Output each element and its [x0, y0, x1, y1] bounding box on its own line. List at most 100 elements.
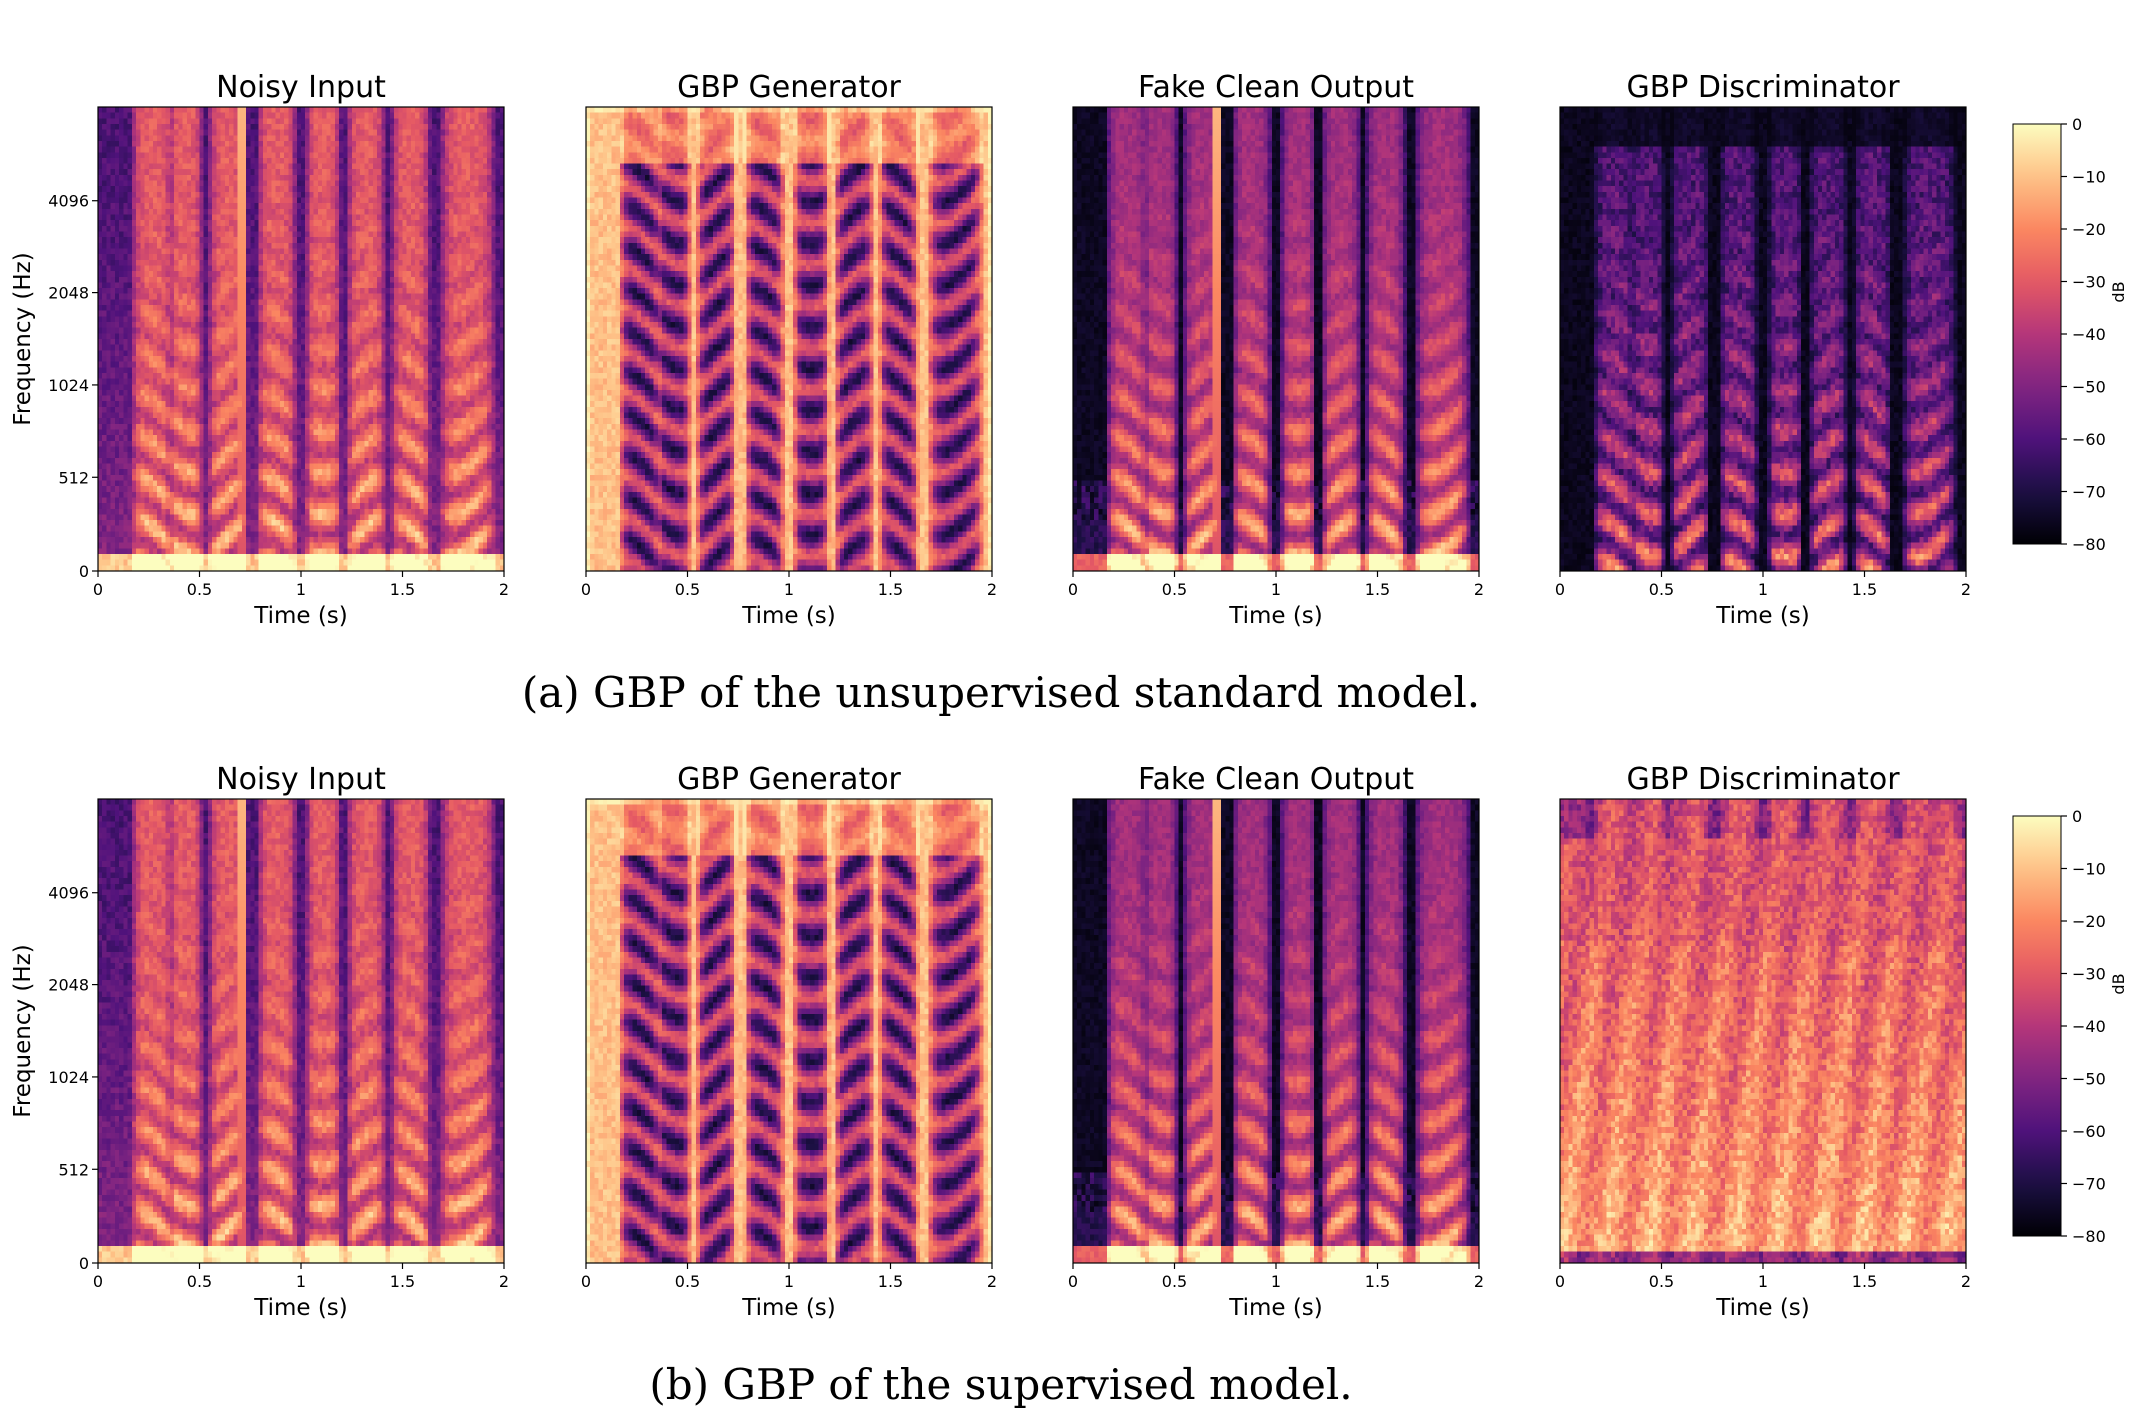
heatmap-cell — [487, 220, 492, 226]
heatmap-cell — [483, 260, 488, 266]
heatmap-cell — [314, 254, 319, 260]
heatmap-cell — [411, 311, 416, 317]
heatmap-cell — [352, 277, 357, 283]
heatmap-cell — [491, 265, 496, 271]
heatmap-cell — [326, 118, 331, 124]
heatmap-cell — [153, 152, 158, 158]
heatmap-cell — [318, 124, 323, 130]
heatmap-cell — [305, 141, 310, 147]
heatmap-cell — [123, 147, 128, 153]
heatmap-cell — [314, 186, 319, 192]
heatmap-cell — [128, 135, 133, 141]
heatmap-cell — [352, 147, 357, 153]
heatmap-cell — [106, 203, 111, 209]
heatmap-cell — [259, 311, 264, 317]
heatmap-cell — [491, 107, 496, 113]
heatmap-cell — [140, 192, 145, 198]
heatmap-cell — [381, 265, 386, 271]
heatmap-cell — [449, 118, 454, 124]
heatmap-cell — [153, 124, 158, 130]
heatmap-cell — [318, 130, 323, 136]
heatmap-cell — [360, 164, 365, 170]
heatmap-cell — [128, 118, 133, 124]
heatmap-cell — [407, 237, 412, 243]
heatmap-cell — [280, 141, 285, 147]
heatmap-cell — [457, 186, 462, 192]
heatmap-cell — [280, 248, 285, 254]
heatmap-cell — [183, 164, 188, 170]
heatmap-cell — [259, 288, 264, 294]
heatmap-cell — [111, 209, 116, 215]
heatmap-cell — [250, 169, 255, 175]
heatmap-cell — [441, 135, 446, 141]
heatmap-cell — [470, 192, 475, 198]
heatmap-cell — [377, 130, 382, 136]
heatmap-cell — [496, 237, 501, 243]
heatmap-cell — [305, 226, 310, 232]
heatmap-cell — [229, 231, 234, 237]
heatmap-cell — [293, 254, 298, 260]
heatmap-cell — [106, 226, 111, 232]
heatmap-cell — [301, 265, 306, 271]
heatmap-cell — [271, 192, 276, 198]
heatmap-cell — [161, 152, 166, 158]
heatmap-cell — [284, 282, 289, 288]
heatmap-cell — [166, 164, 171, 170]
heatmap-cell — [111, 243, 116, 249]
heatmap-cell — [280, 164, 285, 170]
heatmap-cell — [297, 299, 302, 305]
heatmap-cell — [225, 294, 230, 300]
heatmap-cell — [288, 254, 293, 260]
heatmap-cell — [348, 130, 353, 136]
heatmap-cell — [263, 181, 268, 187]
heatmap-cell — [136, 226, 141, 232]
heatmap-cell — [98, 186, 103, 192]
heatmap-cell — [360, 147, 365, 153]
heatmap-cell — [479, 192, 484, 198]
heatmap-cell — [364, 282, 369, 288]
heatmap-cell — [441, 118, 446, 124]
heatmap-cell — [390, 113, 395, 119]
heatmap-cell — [280, 158, 285, 164]
heatmap-cell — [246, 152, 251, 158]
heatmap-cell — [136, 152, 141, 158]
heatmap-cell — [390, 271, 395, 277]
heatmap-cell — [187, 158, 192, 164]
heatmap-cell — [153, 147, 158, 153]
heatmap-cell — [453, 135, 458, 141]
heatmap-cell — [128, 107, 133, 113]
heatmap-cell — [377, 164, 382, 170]
heatmap-cell — [153, 192, 158, 198]
heatmap-cell — [149, 152, 154, 158]
heatmap-cell — [195, 282, 200, 288]
heatmap-cell — [161, 186, 166, 192]
heatmap-cell — [229, 107, 234, 113]
heatmap-cell — [178, 192, 183, 198]
heatmap-cell — [183, 107, 188, 113]
heatmap-cell — [161, 175, 166, 181]
heatmap-cell — [326, 288, 331, 294]
heatmap-cell — [470, 113, 475, 119]
heatmap-cell — [496, 231, 501, 237]
heatmap-cell — [445, 181, 450, 187]
heatmap-cell — [204, 243, 209, 249]
heatmap-cell — [216, 260, 221, 266]
heatmap-cell — [242, 164, 247, 170]
heatmap-cell — [360, 294, 365, 300]
heatmap-cell — [238, 135, 243, 141]
heatmap-cell — [314, 141, 319, 147]
heatmap-cell — [322, 243, 327, 249]
heatmap-cell — [166, 209, 171, 215]
heatmap-cell — [225, 209, 230, 215]
heatmap-cell — [145, 299, 150, 305]
heatmap-cell — [115, 294, 120, 300]
heatmap-cell — [187, 265, 192, 271]
heatmap-cell — [453, 265, 458, 271]
heatmap-cell — [386, 209, 391, 215]
heatmap-cell — [170, 311, 175, 317]
heatmap-cell — [242, 294, 247, 300]
heatmap-cell — [445, 226, 450, 232]
heatmap-cell — [386, 186, 391, 192]
heatmap-cell — [331, 135, 336, 141]
heatmap-cell — [360, 220, 365, 226]
